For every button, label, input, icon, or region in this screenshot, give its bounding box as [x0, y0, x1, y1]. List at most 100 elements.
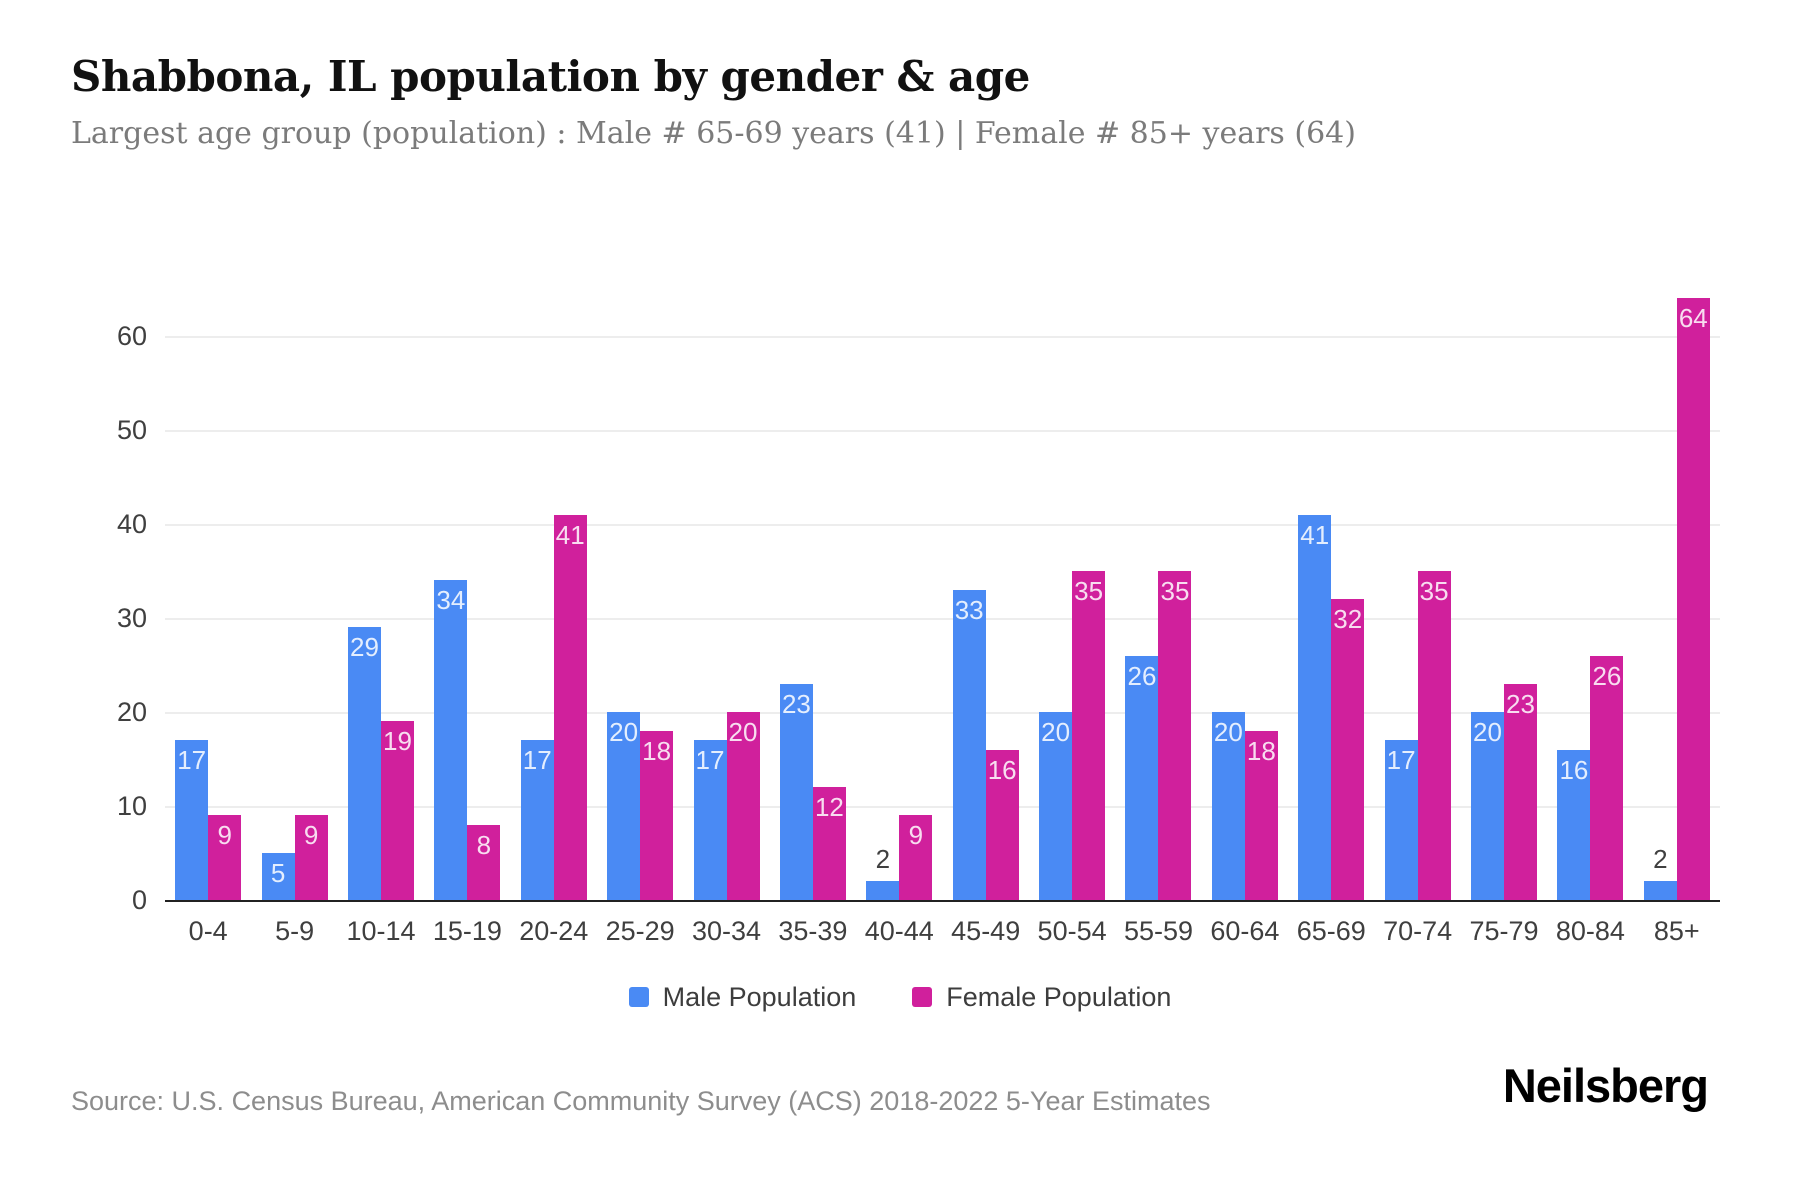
bar-male-10-14: [347, 627, 381, 900]
x-label-40-44: 40-44: [864, 916, 934, 946]
bar-value-male-60-64: 20: [1213, 717, 1243, 747]
bar-female-0-4: [208, 815, 242, 900]
gridline-30: [165, 618, 1720, 620]
bar-value-male-20-24: 17: [522, 745, 552, 776]
bar-value-female-70-74: 35: [1419, 576, 1449, 606]
x-label-0-4: 0-4: [188, 916, 228, 946]
bar-female-75-79: [1504, 683, 1538, 900]
x-label-55-59: 55-59: [1123, 916, 1193, 946]
bar-value-male-80-84: 16: [1559, 754, 1589, 785]
bar-male-50-54: [1039, 712, 1073, 900]
bar-value-female-0-4: 9: [217, 820, 232, 851]
x-label-75-79: 75-79: [1469, 916, 1539, 946]
gridline-40: [165, 524, 1720, 526]
y-tick-label-20: 20: [116, 697, 147, 727]
chart-title: Shabbona, IL population by gender & age: [71, 52, 1030, 101]
bar-female-5-9: [294, 815, 328, 900]
bar-value-male-85+: 2: [1653, 844, 1668, 875]
gridline-20: [165, 712, 1720, 714]
source-text: Source: U.S. Census Bureau, American Com…: [71, 1086, 1211, 1116]
y-tick-label-60: 60: [116, 321, 147, 351]
x-label-5-9: 5-9: [275, 916, 315, 946]
bar-value-female-35-39: 12: [814, 792, 844, 823]
x-label-70-74: 70-74: [1383, 916, 1453, 946]
bar-male-15-19: [434, 580, 468, 900]
bar-value-male-65-69: 41: [1300, 519, 1330, 550]
bar-female-65-69: [1331, 599, 1365, 900]
bar-value-female-50-54: 35: [1074, 576, 1104, 606]
bar-male-0-4: [175, 740, 209, 900]
legend-label: Male Population: [662, 981, 857, 1012]
bar-female-40-44: [899, 815, 933, 900]
bar-male-30-34: [693, 740, 727, 900]
gridline-60: [165, 336, 1720, 338]
x-label-35-39: 35-39: [778, 916, 848, 946]
chart-subtitle: Largest age group (population) : Male # …: [71, 116, 1356, 151]
bar-value-female-45-49: 16: [987, 754, 1017, 785]
bar-male-80-84: [1557, 749, 1591, 900]
bar-male-70-74: [1384, 740, 1418, 900]
gridline-50: [165, 430, 1720, 432]
bar-male-60-64: [1211, 712, 1245, 900]
bar-female-30-34: [726, 712, 760, 900]
bar-male-40-44: [866, 881, 900, 900]
bar-value-female-65-69: 32: [1333, 604, 1363, 635]
legend-swatch-icon: [628, 987, 649, 1007]
bar-male-25-29: [607, 712, 641, 900]
legend-swatch-icon: [912, 987, 933, 1007]
gridline-10: [165, 806, 1720, 808]
bar-value-male-75-79: 20: [1473, 717, 1502, 747]
bar-value-female-80-84: 26: [1592, 660, 1622, 691]
legend-label: Female Population: [946, 981, 1172, 1012]
bar-value-female-15-19: 8: [476, 829, 492, 860]
bar-value-male-50-54: 20: [1041, 717, 1071, 747]
bar-male-55-59: [1125, 655, 1159, 900]
y-tick-label-0: 0: [131, 885, 147, 915]
x-label-65-69: 65-69: [1296, 916, 1366, 946]
bar-value-male-5-9: 5: [270, 858, 286, 888]
bar-value-male-15-19: 34: [436, 585, 466, 616]
bar-female-35-39: [812, 787, 846, 900]
bar-value-female-55-59: 35: [1160, 576, 1190, 606]
bar-value-male-0-4: 17: [177, 745, 207, 776]
x-label-60-64: 60-64: [1210, 916, 1280, 946]
bar-female-80-84: [1590, 655, 1624, 900]
bar-value-female-75-79: 23: [1506, 688, 1535, 719]
x-label-25-29: 25-29: [605, 916, 675, 946]
bar-value-male-70-74: 17: [1386, 745, 1416, 776]
y-tick-label-40: 40: [116, 509, 147, 539]
bar-value-male-30-34: 17: [695, 745, 725, 776]
x-label-30-34: 30-34: [691, 916, 762, 946]
bar-value-male-40-44: 2: [875, 844, 891, 875]
bar-value-male-55-59: 26: [1127, 660, 1157, 691]
bar-value-female-40-44: 9: [908, 820, 924, 851]
x-label-50-54: 50-54: [1037, 916, 1107, 946]
bar-female-60-64: [1244, 730, 1278, 900]
bar-value-male-25-29: 20: [609, 717, 639, 747]
bar-female-20-24: [553, 514, 587, 900]
x-label-20-24: 20-24: [519, 916, 589, 946]
x-label-45-49: 45-49: [951, 916, 1021, 946]
brand-logo: Neilsberg: [1502, 1059, 1709, 1112]
bar-value-male-45-49: 33: [954, 594, 984, 625]
x-label-80-84: 80-84: [1555, 916, 1625, 946]
bar-value-male-10-14: 29: [350, 632, 379, 663]
bar-value-female-10-14: 19: [383, 726, 412, 757]
bar-female-70-74: [1417, 571, 1451, 900]
bar-female-55-59: [1158, 571, 1192, 900]
bar-male-75-79: [1471, 712, 1505, 900]
bar-male-45-49: [952, 589, 986, 900]
bar-male-85+: [1643, 881, 1677, 900]
legend-entry-male: Male Population: [628, 981, 857, 1013]
bar-female-25-29: [640, 730, 674, 900]
bar-value-female-25-29: 18: [642, 735, 672, 766]
y-tick-label-50: 50: [116, 415, 147, 445]
bar-female-15-19: [467, 824, 501, 900]
bar-female-10-14: [380, 721, 414, 900]
bar-value-female-20-24: 41: [555, 519, 585, 550]
bar-value-female-30-34: 20: [728, 717, 758, 747]
x-label-10-14: 10-14: [346, 916, 416, 946]
bar-female-45-49: [985, 749, 1019, 900]
x-axis-line: [165, 900, 1720, 902]
